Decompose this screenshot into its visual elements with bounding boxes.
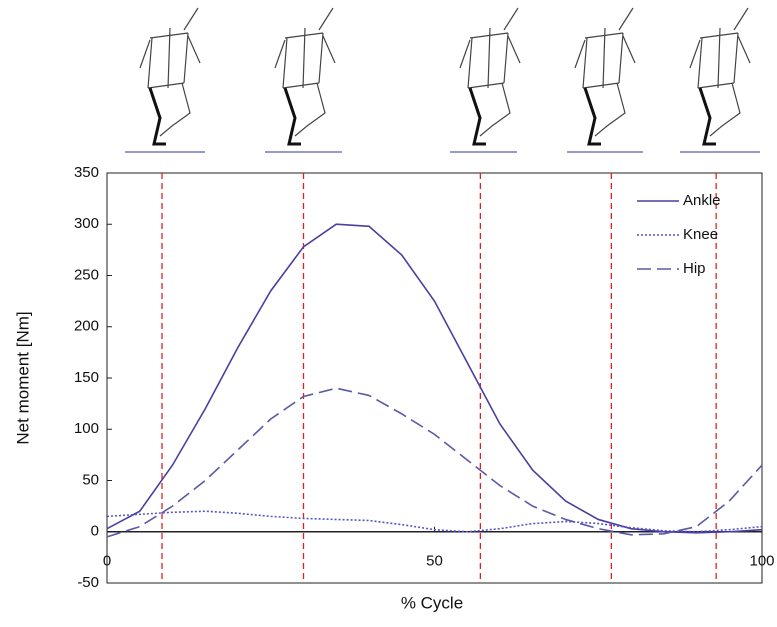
legend-label: Hip bbox=[683, 260, 706, 277]
y-axis-label: Net moment [Nm] bbox=[13, 311, 32, 444]
x-axis-label: % Cycle bbox=[401, 593, 463, 612]
y-tick-label: 150 bbox=[74, 369, 99, 386]
x-tick-label: 100 bbox=[749, 553, 774, 570]
series-line bbox=[107, 388, 762, 537]
y-tick-label: 250 bbox=[74, 266, 99, 283]
y-tick-label: 100 bbox=[74, 420, 99, 437]
series-line bbox=[107, 224, 762, 533]
y-tick-label: -50 bbox=[77, 574, 99, 591]
chart: % Cycle Net moment [Nm] -500501001502002… bbox=[0, 0, 777, 622]
y-tick-label: 300 bbox=[74, 215, 99, 232]
legend-label: Knee bbox=[683, 226, 718, 243]
legend-label: Ankle bbox=[683, 192, 721, 209]
y-tick-label: 200 bbox=[74, 318, 99, 335]
y-tick-label: 50 bbox=[82, 471, 99, 488]
plot-frame bbox=[107, 173, 762, 583]
y-tick-label: 350 bbox=[74, 164, 99, 181]
y-tick-label: 0 bbox=[91, 523, 99, 540]
x-tick-label: 50 bbox=[426, 553, 443, 570]
x-tick-label: 0 bbox=[103, 553, 111, 570]
stick-figures bbox=[125, 8, 760, 152]
